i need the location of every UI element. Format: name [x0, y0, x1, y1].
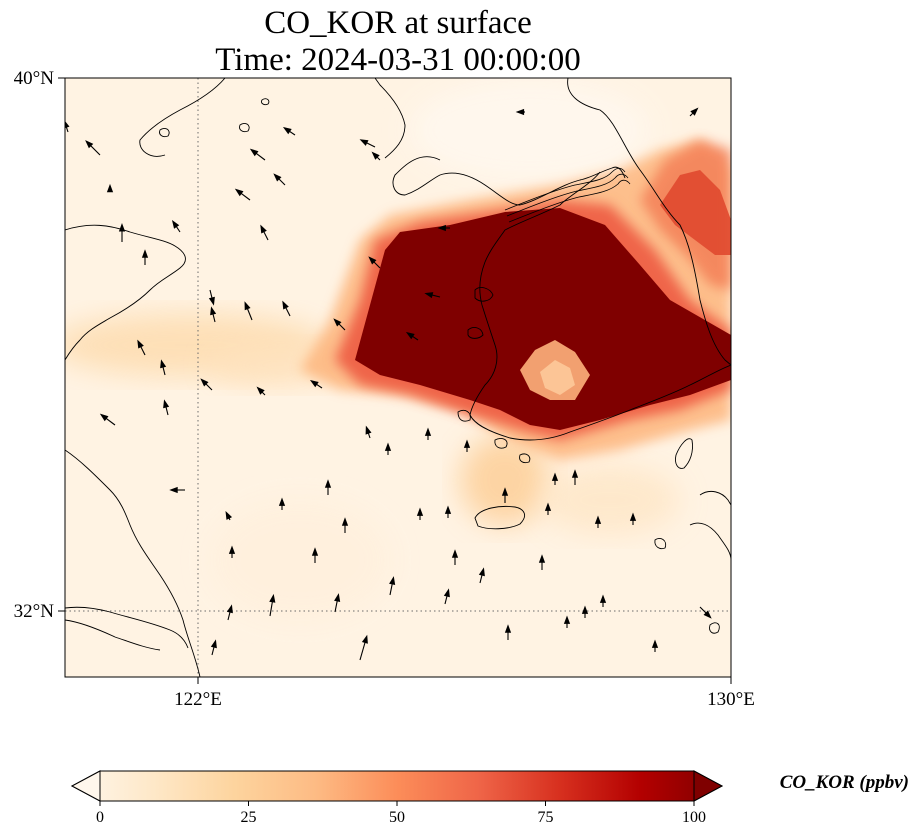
wind-arrow-head — [324, 479, 332, 488]
wind-arrow-head — [228, 545, 236, 554]
wind-arrow-head — [106, 183, 114, 193]
colorbar-body — [70, 770, 724, 802]
wind-arrow-head — [451, 549, 459, 558]
colorbar: 0 25 50 75 100 — [70, 770, 724, 826]
wind-arrow-head — [443, 588, 450, 598]
wind-arrow-head — [200, 378, 209, 387]
wind-arrow-head — [260, 224, 267, 234]
wind-arrow-head — [208, 296, 215, 306]
wind-arrow-head — [160, 359, 167, 369]
wind-arrow-head — [551, 472, 559, 481]
wind-arrow-head — [234, 188, 244, 197]
wind-arrow-head — [365, 425, 372, 435]
wind-arrow-head — [309, 379, 319, 388]
wind-arrow-head — [563, 615, 571, 624]
colorbar-tick-label: 0 — [96, 809, 104, 826]
lat-tick-label: 32°N — [14, 601, 55, 622]
wind-arrow-head — [341, 517, 349, 526]
colorbar-extend-high — [693, 770, 724, 802]
axis-ticks — [58, 77, 732, 684]
colorbar-label: CO_KOR (ppbv) — [780, 772, 909, 793]
wind-arrow-head — [444, 505, 452, 514]
wind-arrow-head — [282, 300, 289, 310]
wind-arrow-head — [478, 567, 485, 577]
wind-arrow-head — [334, 593, 341, 603]
wind-arrow-head — [437, 224, 446, 232]
wind-arrow-head — [169, 486, 178, 494]
wind-arrow-head — [424, 292, 434, 299]
wind-arrow-head — [361, 634, 368, 644]
lon-tick-label: 122°E — [174, 689, 222, 710]
wind-arrow-head — [171, 219, 180, 229]
wind-arrow-head — [651, 639, 659, 648]
wind-arrow-head — [85, 140, 94, 149]
wind-arrow-head — [690, 107, 699, 116]
colorbar-tick-label: 25 — [241, 809, 257, 826]
wind-arrow-head — [581, 605, 589, 614]
border-lines — [504, 167, 631, 223]
wind-arrow-head — [244, 301, 251, 311]
wind-arrow-head — [210, 306, 217, 316]
colorbar-tick-label: 100 — [682, 809, 706, 826]
wind-arrow-head — [273, 173, 282, 182]
wind-arrow-head — [278, 497, 286, 506]
wind-arrow-head — [504, 624, 512, 633]
wind-arrow-head — [256, 386, 265, 395]
map-panel — [65, 78, 731, 677]
jeju-island — [474, 506, 526, 530]
wind-arrow-head — [249, 148, 259, 157]
wind-arrow-head — [424, 427, 432, 436]
wind-arrow-head — [544, 502, 552, 511]
wind-arrow-head — [226, 604, 233, 614]
wind-arrow-head — [137, 339, 144, 349]
colorbar-tick-label: 50 — [389, 809, 405, 826]
wind-arrow-head — [333, 318, 342, 327]
wind-arrow-head — [163, 399, 170, 409]
wind-arrow-head — [371, 151, 380, 160]
wind-arrow-head — [405, 331, 415, 340]
wind-arrow-head — [515, 108, 525, 116]
wind-vectors — [65, 107, 712, 661]
lon-tick-label: 130°E — [707, 689, 755, 710]
figure-title-line2: Time: 2024-03-31 00:00:00 — [215, 42, 580, 78]
wind-arrow-head — [416, 507, 424, 516]
wind-arrow-head — [99, 413, 109, 422]
wind-arrow-head — [599, 594, 607, 603]
wind-arrow-head — [629, 512, 637, 521]
wind-arrow-head — [359, 139, 369, 146]
colorbar-tick-label: 75 — [538, 809, 554, 826]
wind-arrow-head — [501, 487, 509, 496]
wind-arrow-head — [65, 121, 70, 129]
wind-arrow-head — [141, 249, 149, 258]
wind-arrow-head — [210, 639, 217, 649]
colorbar-extend-low — [70, 770, 101, 802]
wind-arrow-head — [269, 593, 276, 603]
coastlines — [65, 78, 731, 677]
wind-arrow-head — [463, 439, 471, 448]
wind-arrow-head — [571, 469, 579, 478]
wind-arrow-head — [594, 515, 602, 524]
wind-arrow-head — [225, 510, 233, 520]
wind-arrow-head — [311, 547, 319, 556]
wind-arrow-head — [368, 256, 377, 265]
concentration-field-plume — [300, 140, 731, 460]
wind-arrow-head — [703, 610, 712, 619]
wind-arrow-head — [384, 442, 392, 451]
map-gridlines — [65, 78, 731, 677]
lat-tick-label: 40°N — [14, 68, 55, 89]
wind-arrow-head — [282, 126, 292, 135]
wind-arrow-head — [538, 554, 546, 563]
figure-title-line1: CO_KOR at surface — [264, 5, 532, 41]
wind-arrow-head — [118, 223, 126, 232]
wind-arrow-head — [389, 576, 396, 586]
